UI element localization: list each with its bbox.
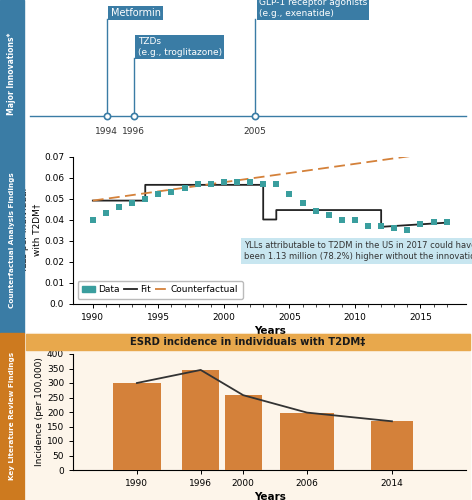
Bar	[182, 370, 219, 470]
Text: YLLs attributable to T2DM in the US in 2017 could have
been 1.13 million (78.2%): YLLs attributable to T2DM in the US in 2…	[244, 240, 472, 262]
Legend: Data, Fit, Counterfactual: Data, Fit, Counterfactual	[78, 281, 243, 299]
Text: TZDs
(e.g., troglitazone): TZDs (e.g., troglitazone)	[138, 37, 222, 57]
Point	[338, 216, 346, 224]
Point	[390, 224, 398, 232]
Text: 1996: 1996	[122, 127, 145, 136]
Y-axis label: YLLs per individual
with T2DM†: YLLs per individual with T2DM†	[20, 188, 41, 272]
Point	[207, 180, 215, 188]
Bar	[280, 412, 334, 470]
Point	[443, 218, 450, 226]
Point	[246, 178, 254, 186]
Text: Key Literature Review Findings: Key Literature Review Findings	[9, 352, 15, 480]
Point	[168, 188, 175, 196]
Text: ESRD incidence in individuals with T2DM‡: ESRD incidence in individuals with T2DM‡	[130, 337, 366, 347]
Point	[154, 190, 162, 198]
Point	[351, 216, 359, 224]
Point	[260, 180, 267, 188]
Point	[312, 207, 320, 215]
Point	[102, 209, 110, 217]
Point	[272, 180, 280, 188]
Point	[233, 178, 241, 186]
Point	[378, 222, 385, 230]
Point	[128, 198, 136, 206]
Text: Major Innovations*: Major Innovations*	[7, 32, 17, 115]
Point	[89, 216, 97, 224]
Point	[115, 203, 123, 211]
Bar	[371, 422, 413, 470]
Point	[364, 222, 372, 230]
Text: GLP-1 receptor agonists
(e.g., exenatide): GLP-1 receptor agonists (e.g., exenatide…	[259, 0, 367, 18]
Point	[181, 184, 188, 192]
Text: Counterfactual Analysis Findings: Counterfactual Analysis Findings	[9, 172, 15, 308]
X-axis label: Years: Years	[254, 326, 286, 336]
Text: 1994: 1994	[95, 127, 118, 136]
Point	[299, 198, 306, 206]
Point	[194, 180, 202, 188]
Point	[325, 212, 332, 220]
Point	[430, 218, 438, 226]
Bar	[225, 395, 262, 470]
X-axis label: Years: Years	[254, 492, 286, 500]
Point	[142, 194, 149, 202]
Point	[286, 190, 293, 198]
Text: Metformin: Metformin	[111, 8, 161, 18]
Y-axis label: Incidence (per 100,000): Incidence (per 100,000)	[35, 358, 44, 467]
Point	[417, 220, 424, 228]
Bar	[113, 383, 161, 470]
Point	[220, 178, 228, 186]
Point	[404, 226, 411, 234]
Text: 2005: 2005	[244, 127, 266, 136]
